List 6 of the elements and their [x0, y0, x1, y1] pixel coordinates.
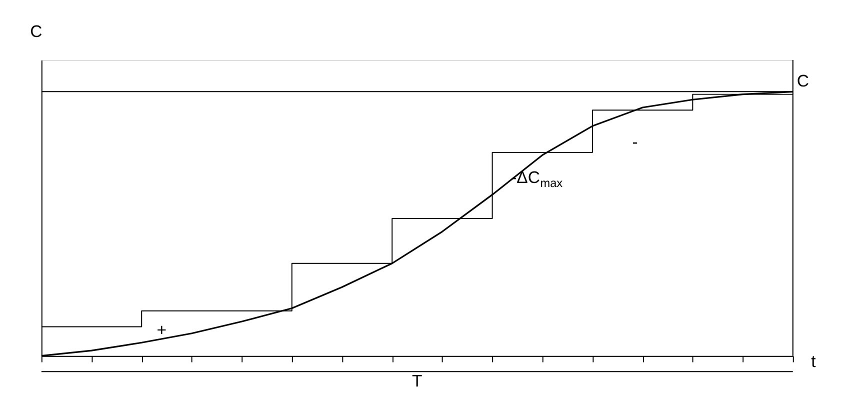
x-axis-title: t	[811, 352, 816, 372]
text: T	[412, 371, 422, 390]
y-axis-title: C	[30, 22, 42, 41]
annotation: +	[156, 320, 167, 340]
annotation: -	[632, 132, 638, 152]
ref-line-label: C	[796, 72, 809, 91]
